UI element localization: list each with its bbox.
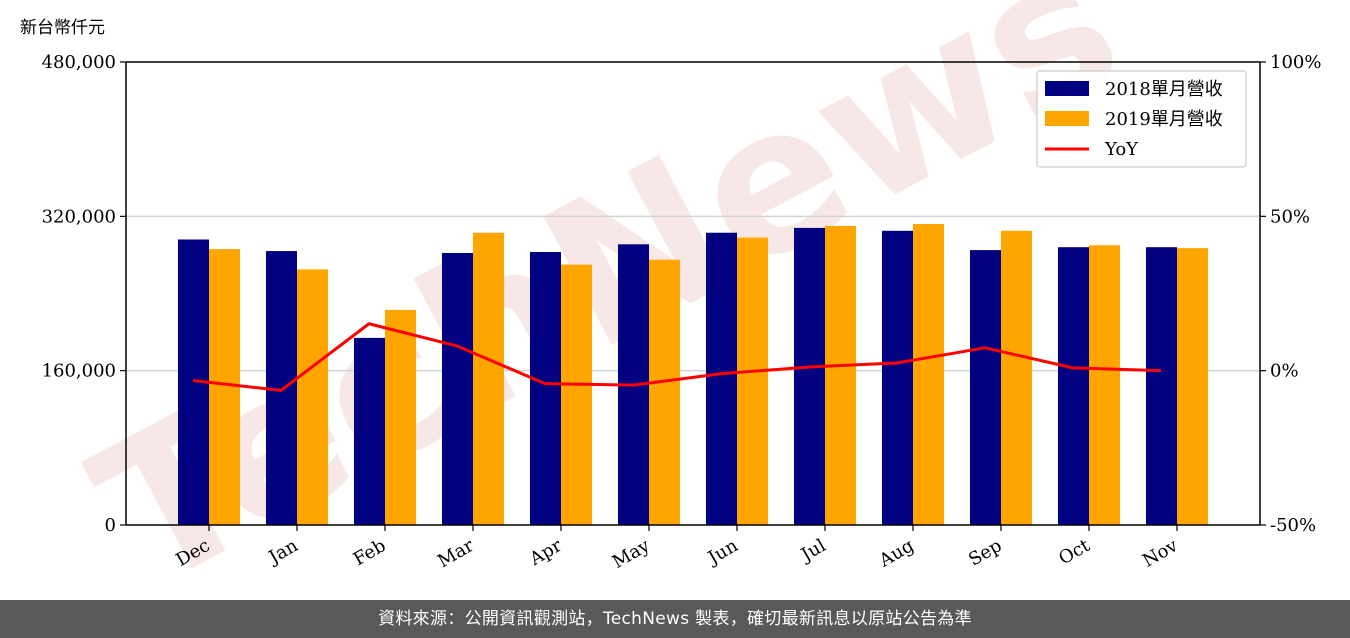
footer-source-note: 資料來源：公開資訊觀測站，TechNews 製表，確切最新訊息以原站公告為準 [0, 600, 1350, 638]
yoy-line-layer [192, 322, 1162, 392]
right-tick-label: 100% [1270, 52, 1321, 73]
bar-2018-mar [442, 252, 473, 526]
bar-2018-sep [970, 250, 1001, 525]
bar-2019-jan [297, 269, 328, 525]
legend-swatch-0 [1045, 81, 1089, 96]
legend-label-0: 2018單月營收 [1105, 79, 1223, 100]
legend: 2018單月營收 2019單月營收 YoY [1036, 70, 1247, 168]
bar-2019-apr [561, 264, 592, 525]
left-tick-label: 480,000 [42, 52, 116, 73]
bar-2019-jun [737, 237, 768, 525]
right-tick-label: 0% [1270, 361, 1299, 382]
left-tick-label: 160,000 [42, 361, 116, 382]
left-tick-label: 320,000 [42, 206, 116, 227]
right-tick-label: -50% [1270, 515, 1316, 536]
x-tick-label-apr: Apr [525, 535, 565, 570]
bars [178, 224, 1208, 526]
legend-box [1036, 70, 1247, 168]
bar-2019-nov [1177, 248, 1208, 525]
x-tick-label-mar: Mar [434, 535, 478, 572]
bar-2018-jun [706, 232, 737, 525]
left-tick-label: 0 [105, 515, 116, 536]
revenue-chart: TechNews 新台幣仟元 0160,000320,000480,000-50… [20, 0, 1321, 600]
bar-2019-aug [913, 224, 944, 526]
bar-2019-may [649, 259, 680, 525]
bar-2018-nov [1146, 247, 1177, 525]
legend-swatch-1 [1045, 111, 1089, 126]
x-tick-label-jul: Jul [796, 535, 830, 567]
bar-2018-apr [530, 252, 561, 525]
x-tick-label-aug: Aug [875, 535, 918, 572]
bar-2018-jul [794, 227, 825, 526]
x-tick-label-jun: Jun [703, 535, 742, 570]
bar-2018-aug [882, 230, 913, 526]
bar-2018-oct [1058, 247, 1089, 525]
yoy-line [192, 322, 1162, 392]
unit-label: 新台幣仟元 [20, 18, 105, 38]
x-tick-label-may: May [609, 535, 654, 573]
bar-2018-feb [354, 337, 385, 525]
bar-2019-mar [473, 232, 504, 525]
x-tick-label-nov: Nov [1139, 535, 1182, 572]
bar-2019-sep [1001, 230, 1032, 526]
bar-2019-jul [825, 225, 856, 525]
legend-label-1: 2019單月營收 [1105, 109, 1223, 130]
bar-2019-oct [1089, 245, 1120, 526]
x-tick-label-feb: Feb [350, 535, 390, 570]
bar-2019-dec [209, 249, 240, 526]
x-tick-label-sep: Sep [965, 535, 1005, 570]
x-tick-label-oct: Oct [1055, 535, 1094, 570]
legend-label-2: YoY [1104, 139, 1139, 160]
right-tick-label: 50% [1270, 206, 1310, 227]
bar-2019-feb [385, 309, 416, 525]
